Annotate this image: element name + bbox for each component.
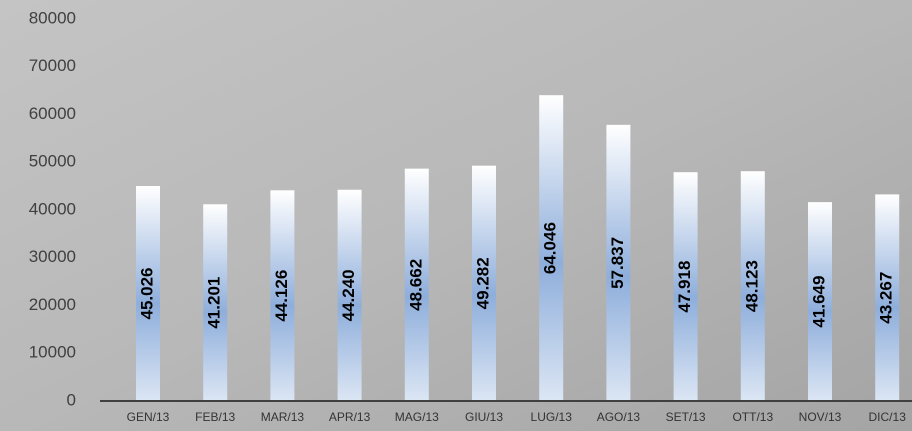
x-tick-label: DIC/13 xyxy=(869,410,907,424)
bar xyxy=(673,172,698,401)
x-tick-label: APR/13 xyxy=(329,410,371,424)
y-tick-label: 80000 xyxy=(29,8,76,27)
x-tick-label: SET/13 xyxy=(666,410,706,424)
x-tick-label: MAR/13 xyxy=(261,410,305,424)
bar xyxy=(270,190,295,401)
data-label: 48.123 xyxy=(742,260,761,312)
y-tick-label: 60000 xyxy=(29,104,76,123)
bar xyxy=(740,171,765,401)
data-label: 44.126 xyxy=(272,270,291,322)
bar xyxy=(472,165,496,401)
x-tick-label: GIU/13 xyxy=(465,410,503,424)
y-tick-label: 10000 xyxy=(29,343,76,362)
bar xyxy=(875,194,900,401)
bar xyxy=(203,204,228,401)
bar xyxy=(404,168,429,401)
x-tick-label: LUG/13 xyxy=(531,410,573,424)
data-label: 43.267 xyxy=(877,272,896,324)
x-tick-label: FEB/13 xyxy=(195,410,235,424)
bar xyxy=(136,186,160,401)
y-tick-label: 0 xyxy=(67,390,76,409)
y-tick-label: 30000 xyxy=(29,247,76,266)
data-label: 45.026 xyxy=(137,268,156,320)
data-label: 47.918 xyxy=(675,261,694,313)
data-label: 49.282 xyxy=(473,257,492,309)
x-tick-label: GEN/13 xyxy=(127,410,170,424)
data-label: 41.201 xyxy=(205,277,224,329)
bar xyxy=(606,124,631,402)
data-label: 57.837 xyxy=(608,237,627,289)
y-tick-label: 40000 xyxy=(29,199,76,218)
x-tick-label: MAG/13 xyxy=(395,410,439,424)
data-label: 41.649 xyxy=(809,276,828,328)
y-tick-label: 20000 xyxy=(29,295,76,314)
data-label: 48.662 xyxy=(406,259,425,311)
bar xyxy=(337,189,362,401)
data-label: 64.046 xyxy=(541,222,560,274)
bar xyxy=(808,202,832,401)
data-label: 44.240 xyxy=(339,269,358,321)
x-tick-label: AGO/13 xyxy=(597,410,641,424)
x-tick-label: OTT/13 xyxy=(732,410,773,424)
bar xyxy=(539,95,564,401)
y-tick-label: 50000 xyxy=(29,152,76,171)
y-tick-label: 70000 xyxy=(29,56,76,75)
x-tick-label: NOV/13 xyxy=(799,410,842,424)
